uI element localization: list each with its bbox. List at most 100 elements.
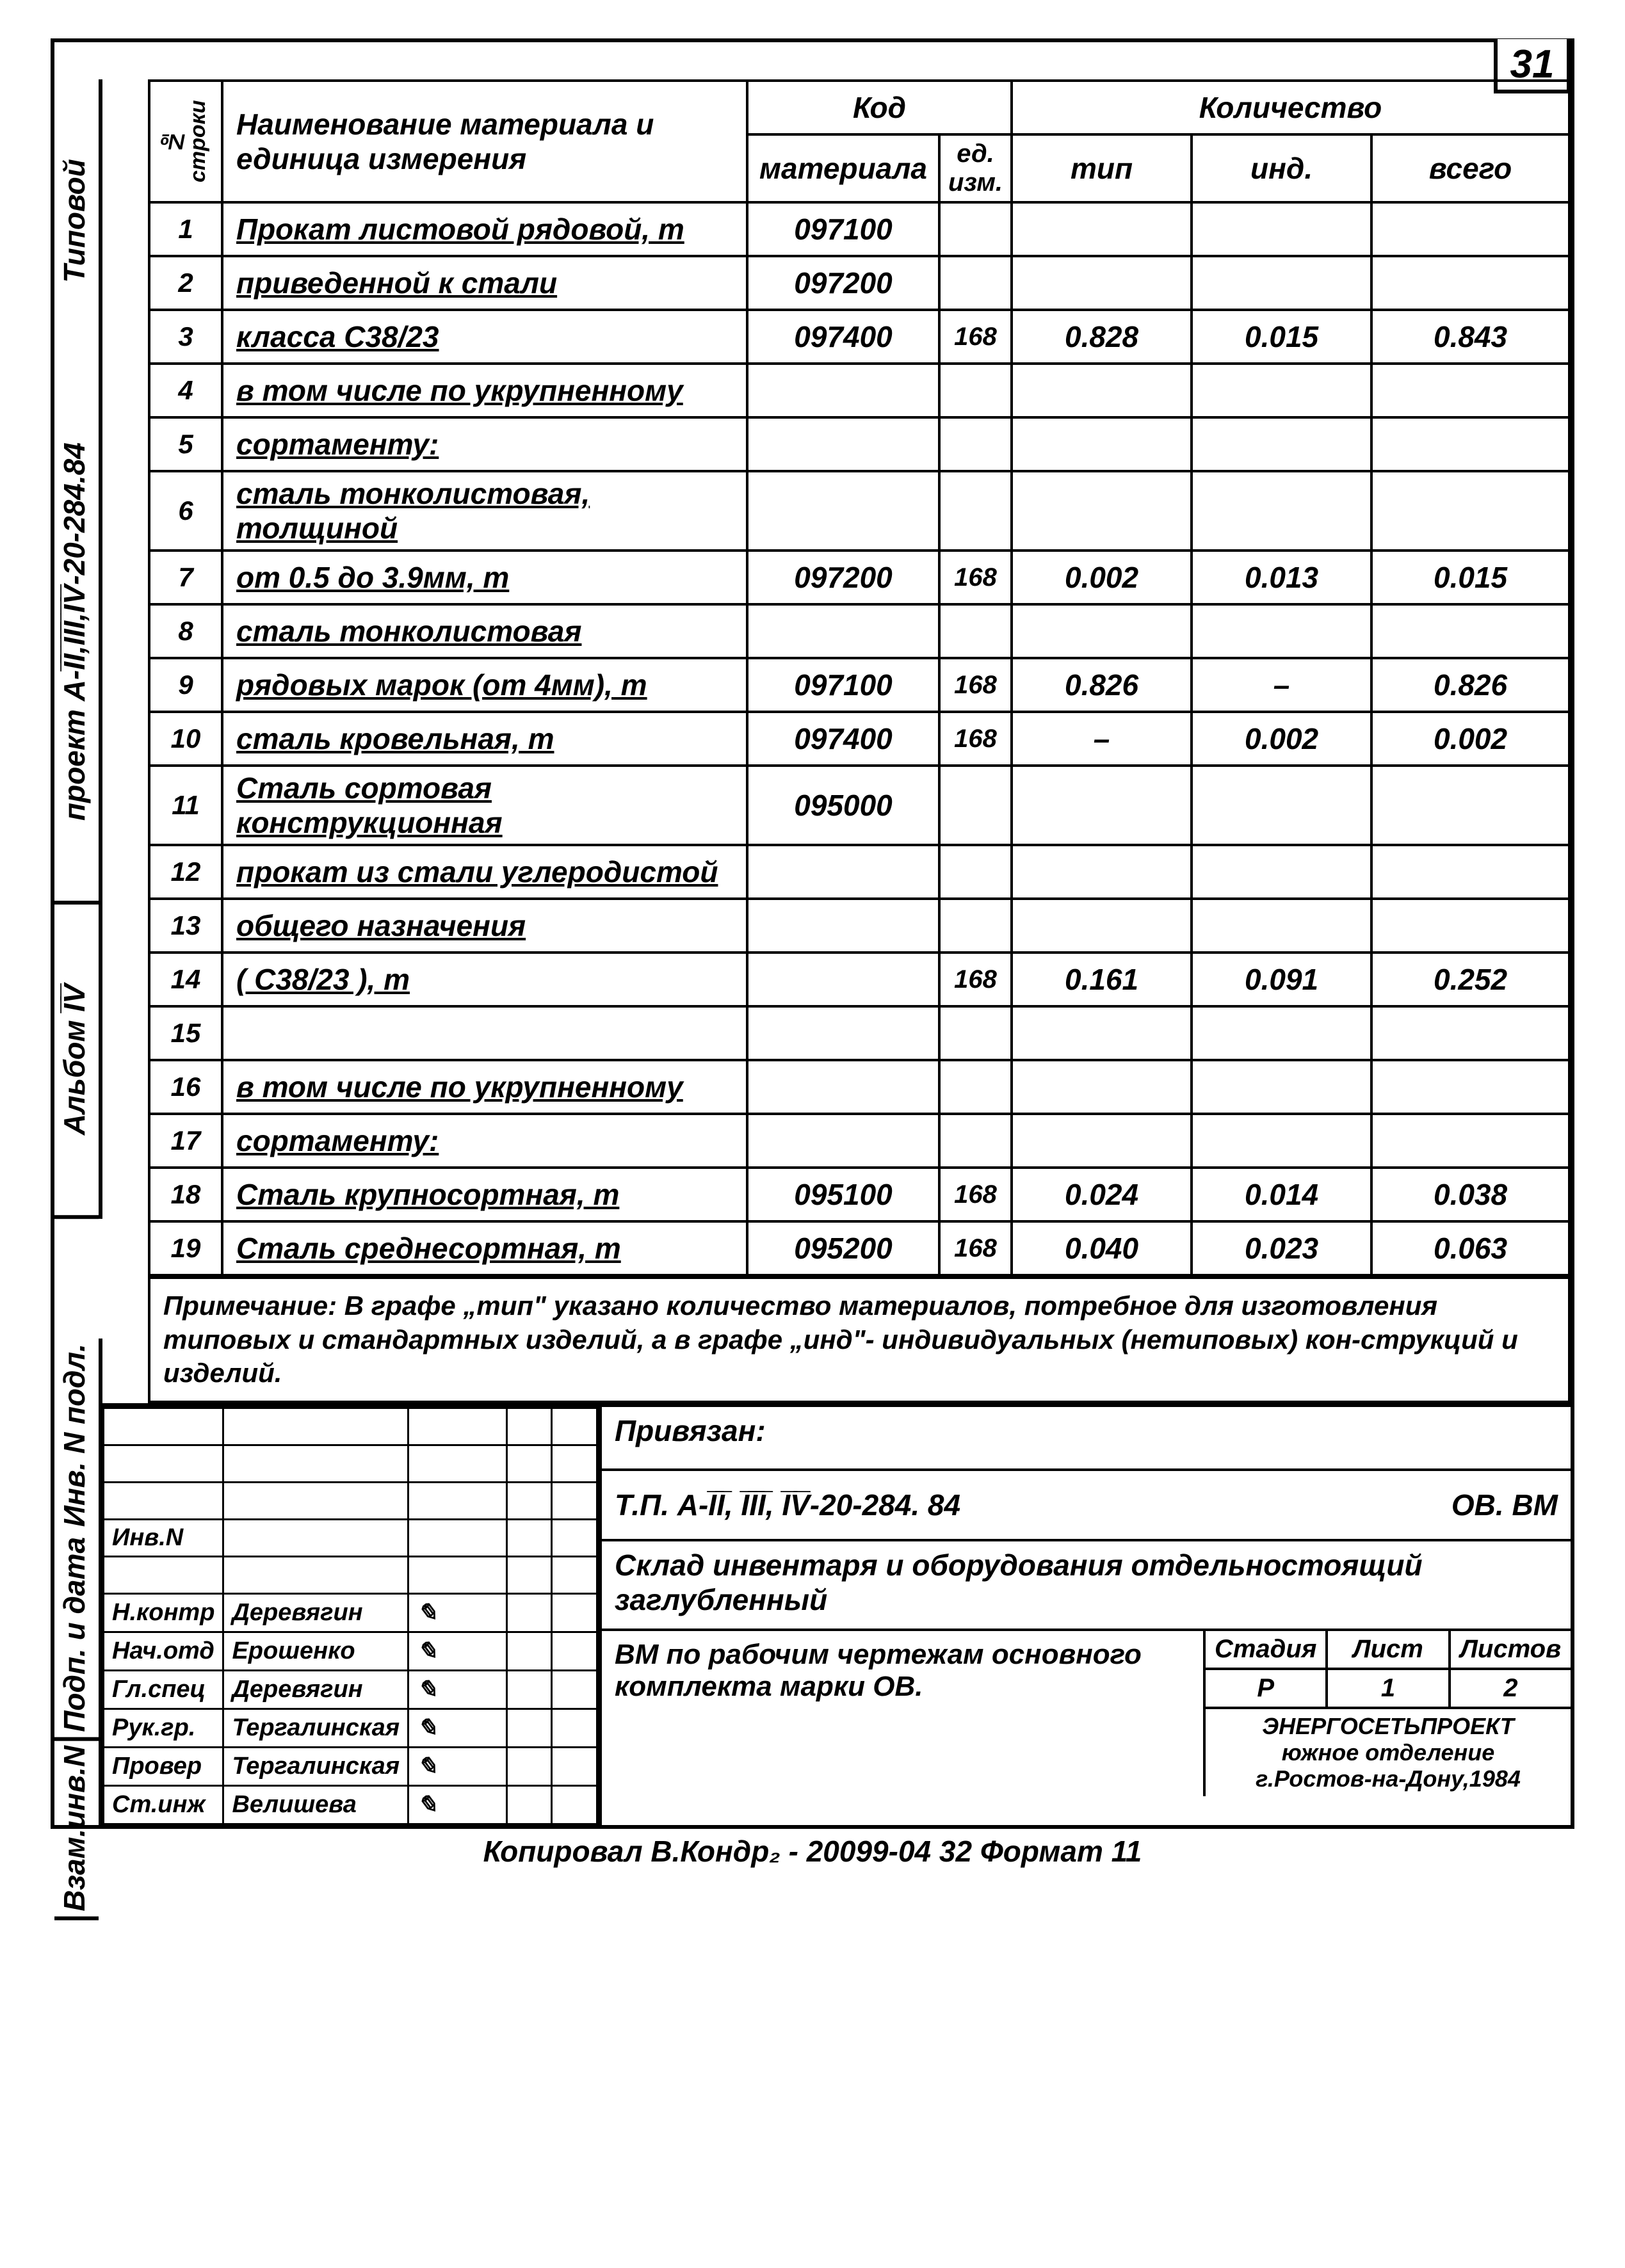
row-typ xyxy=(1012,471,1192,551)
title-right: Привязан: Т.П. А-I̅I̅, I̅I̅I̅, I̅V̅-20-2… xyxy=(602,1407,1571,1825)
table-row: 19Сталь среднесортная, т0952001680.0400.… xyxy=(149,1221,1569,1275)
row-name: прокат из стали углеродистой xyxy=(222,845,747,899)
side-label: проект А-I̅I̅,I̅I̅I̅,I̅V̅-20-284.84 xyxy=(54,363,99,905)
row-ed xyxy=(939,471,1012,551)
table-row: 1Прокат листовой рядовой, т097100 xyxy=(149,202,1569,256)
row-typ xyxy=(1012,1114,1192,1168)
row-ed: 168 xyxy=(939,658,1012,712)
sig-sign: ✎ xyxy=(408,1785,507,1824)
sig-cell xyxy=(552,1556,597,1593)
sig-name: Деревягин xyxy=(223,1593,408,1632)
row-typ xyxy=(1012,604,1192,658)
row-vse xyxy=(1371,899,1569,953)
sig-role xyxy=(104,1482,223,1519)
row-typ xyxy=(1012,202,1192,256)
sig-role: Рук.гр. xyxy=(104,1709,223,1747)
sig-sign xyxy=(408,1556,507,1593)
note-table: Примечание: В графе „тип" указано количе… xyxy=(148,1276,1571,1403)
row-vse: 0.252 xyxy=(1371,953,1569,1006)
priv-label: Привязан: xyxy=(615,1413,766,1462)
row-mat: 095100 xyxy=(747,1168,939,1221)
sig-cell xyxy=(506,1482,552,1519)
main-table-wrap: № строки Наименование материала и единиц… xyxy=(148,79,1571,1403)
sig-name: Тергалинская xyxy=(223,1709,408,1747)
sig-cell xyxy=(552,1670,597,1709)
row-ed: 168 xyxy=(939,953,1012,1006)
row-num: 1 xyxy=(149,202,222,256)
sig-name: Тергалинская xyxy=(223,1747,408,1785)
sig-name: Велишева xyxy=(223,1785,408,1824)
row-typ: – xyxy=(1012,712,1192,766)
row-vse xyxy=(1371,1060,1569,1114)
table-row: 9рядовых марок (от 4мм), т0971001680.826… xyxy=(149,658,1569,712)
stamp-head: Стадия xyxy=(1206,1631,1328,1668)
sig-cell xyxy=(506,1519,552,1556)
row-ind xyxy=(1192,256,1371,310)
row-ind xyxy=(1192,1060,1371,1114)
row-num: 10 xyxy=(149,712,222,766)
row-mat: 097200 xyxy=(747,551,939,604)
row-typ: 0.161 xyxy=(1012,953,1192,1006)
row-ind xyxy=(1192,364,1371,417)
sig-role: Нач.отд xyxy=(104,1632,223,1670)
row-ind xyxy=(1192,471,1371,551)
sig-role: Н.контр xyxy=(104,1593,223,1632)
row-ind: 0.023 xyxy=(1192,1221,1371,1275)
col-ind: инд. xyxy=(1192,134,1371,202)
sig-name: Ерошенко xyxy=(223,1632,408,1670)
col-vse: всего xyxy=(1371,134,1569,202)
row-vse xyxy=(1371,1114,1569,1168)
row-typ xyxy=(1012,766,1192,845)
row-num: 18 xyxy=(149,1168,222,1221)
sig-role: Провер xyxy=(104,1747,223,1785)
table-row: 12прокат из стали углеродистой xyxy=(149,845,1569,899)
table-row: 16в том числе по укрупненному xyxy=(149,1060,1569,1114)
row-typ xyxy=(1012,845,1192,899)
row-name: ( С38/23 ), т xyxy=(222,953,747,1006)
row-mat xyxy=(747,471,939,551)
sig-row: Инв.N xyxy=(104,1519,597,1556)
row-ind xyxy=(1192,417,1371,471)
row-ed xyxy=(939,604,1012,658)
row-typ xyxy=(1012,364,1192,417)
row-name: общего назначения xyxy=(222,899,747,953)
sig-cell xyxy=(552,1709,597,1747)
sig-name xyxy=(223,1408,408,1445)
sig-role xyxy=(104,1408,223,1445)
row-ed xyxy=(939,202,1012,256)
sig-row xyxy=(104,1408,597,1445)
row-vse xyxy=(1371,364,1569,417)
row-mat xyxy=(747,1060,939,1114)
row-num: 8 xyxy=(149,604,222,658)
title-block: Инв.NН.контрДеревягин✎Нач.отдЕрошенко✎Гл… xyxy=(102,1403,1571,1825)
row-ed xyxy=(939,766,1012,845)
sig-name xyxy=(223,1519,408,1556)
sig-sign xyxy=(408,1482,507,1519)
title-desc: Склад инвентаря и оборудования отдельнос… xyxy=(602,1541,1571,1631)
row-ind: 0.013 xyxy=(1192,551,1371,604)
signature-block: Инв.NН.контрДеревягин✎Нач.отдЕрошенко✎Гл… xyxy=(102,1407,602,1825)
row-vse: 0.826 xyxy=(1371,658,1569,712)
row-num: 17 xyxy=(149,1114,222,1168)
footer: Копировал В.Кондр₂ - 20099-04 32 Формат … xyxy=(13,1829,1612,1874)
row-num: 5 xyxy=(149,417,222,471)
row-typ xyxy=(1012,899,1192,953)
table-row: 8сталь тонколистовая xyxy=(149,604,1569,658)
stamp-val: Р xyxy=(1206,1670,1328,1707)
side-label: Взам.инв.N xyxy=(54,1741,99,1920)
row-num: 15 xyxy=(149,1006,222,1060)
row-mat: 097400 xyxy=(747,712,939,766)
sig-sign: ✎ xyxy=(408,1632,507,1670)
desc-text: Склад инвентаря и оборудования отдельнос… xyxy=(615,1548,1558,1622)
sig-cell xyxy=(506,1556,552,1593)
table-row: 7от 0.5 до 3.9мм, т0972001680.0020.0130.… xyxy=(149,551,1569,604)
sig-row: Ст.инжВелишева✎ xyxy=(104,1785,597,1824)
sig-row xyxy=(104,1556,597,1593)
row-typ xyxy=(1012,256,1192,310)
sig-role: Ст.инж xyxy=(104,1785,223,1824)
row-mat xyxy=(747,1114,939,1168)
row-typ: 0.828 xyxy=(1012,310,1192,364)
row-num: 13 xyxy=(149,899,222,953)
row-mat xyxy=(747,604,939,658)
row-name: Сталь крупносортная, т xyxy=(222,1168,747,1221)
